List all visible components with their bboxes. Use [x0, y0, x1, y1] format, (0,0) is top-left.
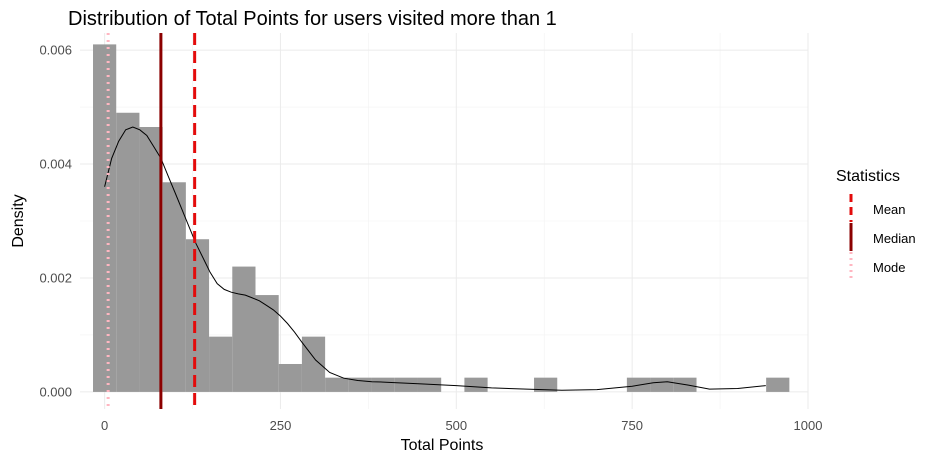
legend-label-median: Median: [873, 231, 916, 246]
x-tick-label: 1000: [794, 418, 823, 433]
histogram-bar: [255, 295, 279, 392]
legend-label-mean: Mean: [873, 202, 906, 217]
legend-label-mode: Mode: [873, 260, 906, 275]
histogram-bar: [766, 377, 790, 392]
histogram-bar: [371, 377, 395, 392]
histogram-bar: [650, 377, 674, 392]
y-axis-title: Density: [10, 194, 27, 247]
histogram-bar: [162, 182, 186, 392]
y-tick-label: 0.002: [39, 270, 72, 285]
plot-area: 0 250 500 750 1000 0.000 0.002 0.004 0.006: [39, 33, 822, 433]
x-axis-title: Total Points: [401, 437, 484, 454]
histogram-bar: [116, 112, 140, 392]
legend-title: Statistics: [836, 168, 900, 185]
histogram-bar: [394, 377, 418, 392]
x-tick-label: 750: [621, 418, 643, 433]
histogram-bar: [232, 266, 256, 392]
histogram-bar: [534, 377, 558, 392]
histogram-bar: [325, 377, 349, 392]
y-tick-label: 0.006: [39, 43, 72, 58]
y-tick-label: 0.004: [39, 157, 72, 172]
histogram-bar: [464, 377, 488, 392]
histogram-bar: [93, 44, 117, 392]
x-tick-label: 500: [445, 418, 467, 433]
x-tick-label: 250: [270, 418, 292, 433]
x-tick-label: 0: [101, 418, 108, 433]
chart-title: Distribution of Total Points for users v…: [68, 8, 557, 30]
legend: Statistics Mean Median Mode: [836, 168, 916, 280]
histogram-bar: [278, 363, 302, 392]
histogram-bar: [209, 336, 233, 392]
histogram-bar: [301, 336, 326, 392]
y-tick-label: 0.000: [39, 384, 72, 399]
histogram-bar: [139, 127, 163, 392]
histogram-bar: [185, 239, 210, 392]
